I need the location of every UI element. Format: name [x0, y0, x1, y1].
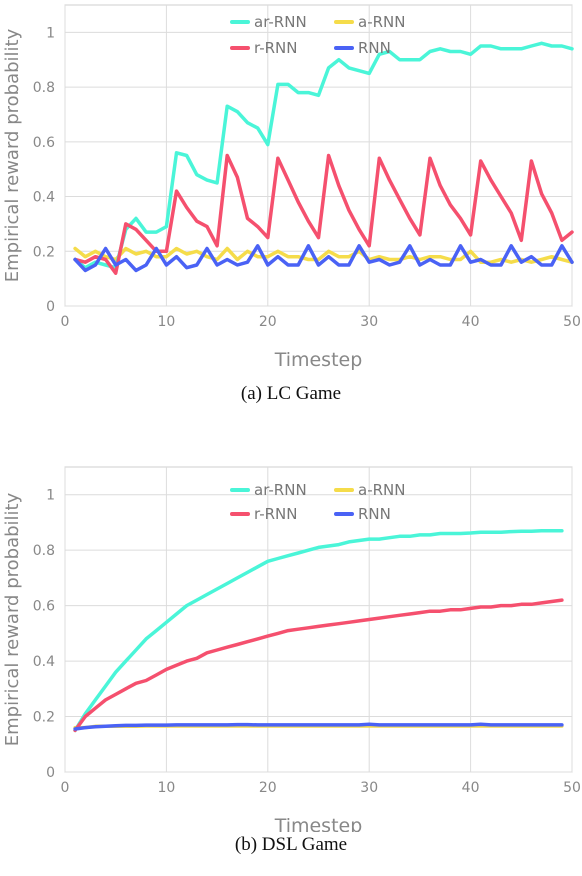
- y-tick-label: 0.8: [33, 80, 55, 96]
- legend-label: ar-RNN: [254, 13, 307, 31]
- x-tick-label: 50: [563, 780, 581, 796]
- series-line-ar-rnn: [73, 529, 564, 733]
- y-tick-label: 0.6: [33, 599, 55, 615]
- series-line-rnn: [73, 722, 564, 731]
- chart-lc-game: 0 10 20 30 40 50 0 0.2 0.4 0.6 0.8 1 Timestep Empiric…: [2, 4, 581, 371]
- x-tick-label: 20: [259, 780, 277, 796]
- y-tick-label: 0.4: [33, 190, 55, 206]
- x-tick-label: 0: [61, 314, 70, 330]
- x-tick-label: 10: [157, 314, 175, 330]
- y-tick-label: 1: [46, 488, 55, 504]
- y-tick-label: 0: [46, 765, 55, 781]
- y-axis-label: Empirical reward probability: [2, 492, 23, 746]
- series-line-r-rnn: [73, 598, 564, 733]
- figure-lc-game: 0 10 20 30 40 50 0 0.2 0.4 0.6 0.8 1 Timestep Empiric…: [0, 0, 582, 420]
- x-tick-label: 10: [157, 780, 175, 796]
- y-axis-label: Empirical reward probability: [2, 28, 23, 282]
- legend-label: ar-RNN: [254, 481, 307, 499]
- y-tick-label: 0: [46, 299, 55, 315]
- x-axis-label: Timestep: [274, 349, 363, 371]
- y-tick-label: 0.2: [33, 244, 55, 260]
- legend-label: a-RNN: [358, 13, 405, 31]
- figure-dsl-game: 0 10 20 30 40 50 0 0.2 0.4 0.6 0.8 1 Timestep Empiric…: [0, 462, 582, 876]
- legend-label: RNN: [358, 39, 391, 57]
- x-tick-label: 50: [563, 314, 581, 330]
- x-tick-label: 20: [259, 314, 277, 330]
- legend-label: a-RNN: [358, 481, 405, 499]
- x-tick-label: 40: [462, 314, 480, 330]
- legend-label: RNN: [358, 505, 391, 523]
- y-tick-label: 0.6: [33, 135, 55, 151]
- x-tick-label: 30: [360, 314, 378, 330]
- series-line-ar-rnn: [73, 41, 574, 270]
- y-tick-label: 0.8: [33, 543, 55, 559]
- legend-label: r-RNN: [254, 505, 297, 523]
- y-tick-label: 1: [46, 25, 55, 41]
- x-tick-label: 40: [462, 780, 480, 796]
- chart-dsl-game: 0 10 20 30 40 50 0 0.2 0.4 0.6 0.8 1 Timestep Empiric…: [2, 466, 581, 837]
- legend-label: r-RNN: [254, 39, 297, 57]
- x-tick-label: 0: [61, 780, 70, 796]
- plot-area: [64, 466, 573, 773]
- caption-lc-game: (a) LC Game: [240, 383, 342, 404]
- series-line-rnn: [73, 244, 574, 273]
- caption-dsl-game: (b) DSL Game: [234, 834, 348, 855]
- y-tick-label: 0.2: [33, 710, 55, 726]
- x-tick-label: 30: [360, 780, 378, 796]
- y-tick-label: 0.4: [33, 654, 55, 670]
- x-axis-label: Timestep: [274, 815, 363, 832]
- plot-area: [64, 4, 573, 307]
